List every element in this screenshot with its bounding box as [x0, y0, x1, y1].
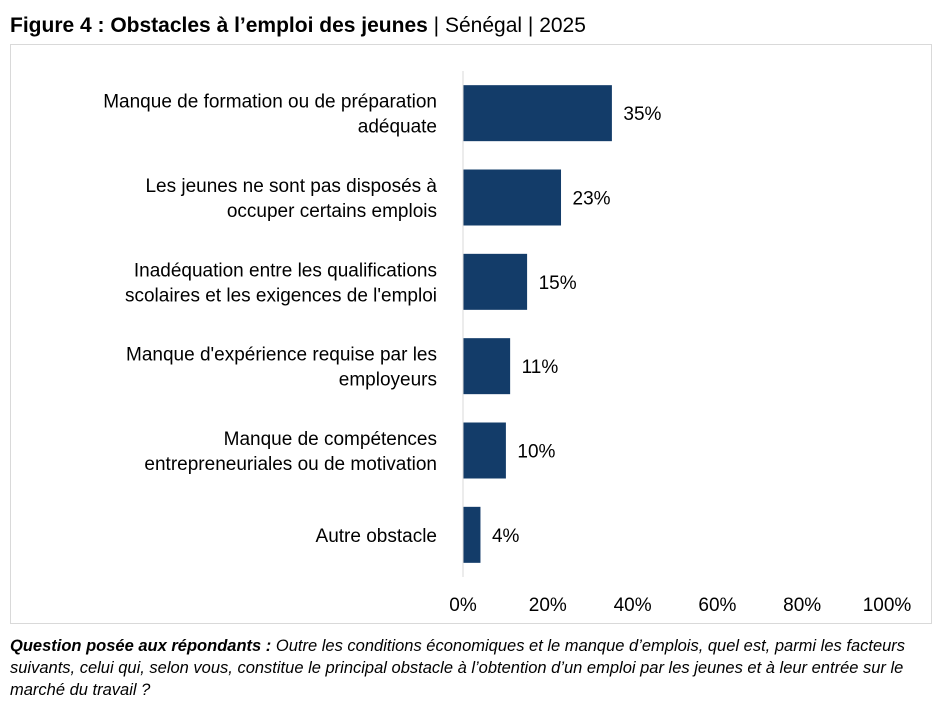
question-text: Outre les conditions économiques et le m…	[10, 637, 906, 699]
category-label: occuper certains emplois	[227, 201, 437, 222]
bar-chart: 35% Manque de formation ou de préparation…	[103, 71, 912, 616]
data-label: 10%	[517, 442, 555, 463]
title-country: Sénégal	[444, 14, 523, 37]
chart-area: 35% Manque de formation ou de préparation…	[10, 44, 932, 624]
bar	[463, 338, 511, 395]
data-label: 23%	[573, 189, 611, 210]
category-label: Les jeunes ne sont pas disposés à	[145, 176, 437, 197]
category-label: Manque d'expérience requise par les	[126, 345, 437, 366]
category-label: employeurs	[339, 370, 437, 391]
data-label: 11%	[522, 357, 559, 378]
x-tick-label: 0%	[449, 595, 477, 616]
category-label: Manque de formation ou de préparation	[103, 92, 437, 113]
bar	[463, 169, 562, 226]
bar	[463, 85, 612, 142]
category-label: scolaires et les exigences de l'emploi	[125, 285, 437, 306]
x-tick-label: 40%	[614, 595, 652, 616]
data-label: 15%	[539, 273, 577, 294]
x-tick-label: 80%	[783, 595, 821, 616]
category-label: Inadéquation entre les qualifications	[134, 260, 437, 281]
x-tick-label: 100%	[863, 595, 912, 616]
x-tick-label: 20%	[529, 595, 567, 616]
bar	[463, 506, 481, 563]
category-label: adéquate	[358, 117, 437, 138]
title-separator: |	[527, 14, 534, 37]
title-separator: |	[433, 14, 440, 37]
data-label: 35%	[623, 104, 661, 125]
figure-title-main: Figure 4 : Obstacles à l’emploi des jeun…	[10, 14, 428, 37]
category-label: Manque de compétences	[224, 429, 437, 450]
category-label: Autre obstacle	[316, 526, 437, 547]
data-label: 4%	[492, 526, 520, 547]
bar	[463, 422, 506, 479]
title-year: 2025	[539, 14, 586, 37]
x-tick-label: 60%	[698, 595, 736, 616]
category-label: entrepreneuriales ou de motivation	[144, 454, 437, 475]
question-label: Question posée aux répondants :	[10, 637, 272, 655]
figure-title: Figure 4 : Obstacles à l’emploi des jeun…	[10, 11, 586, 41]
bar	[463, 253, 528, 310]
footnote: Question posée aux répondants : Outre le…	[10, 635, 938, 701]
